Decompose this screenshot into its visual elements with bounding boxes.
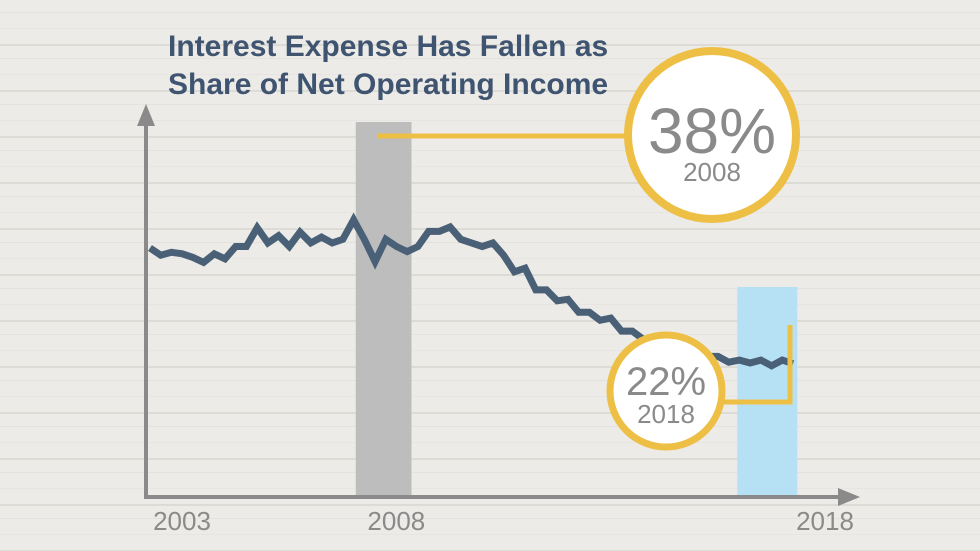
callout-connectors (377, 133, 793, 405)
highlight-bands (355, 122, 798, 496)
axes (137, 104, 860, 506)
highlight-band-1 (355, 122, 412, 496)
chart-title-line-1: Interest Expense Has Fallen as (168, 30, 608, 63)
x-tick-labels: 2003 2008 2018 (153, 506, 854, 536)
x-tick-label-2008: 2008 (367, 506, 425, 536)
callout-connector-2018 (716, 325, 793, 405)
callout-value-2018: 22% (626, 360, 706, 404)
highlight-band-2 (737, 287, 798, 496)
chart-title-line-2: Share of Net Operating Income (168, 68, 608, 101)
callouts: 38%2008 22%2018 (606, 47, 800, 451)
callout-circle-2008 (624, 47, 800, 223)
x-tick-label-2003: 2003 (153, 506, 211, 536)
x-axis-arrow (838, 488, 860, 506)
callout-year-2008: 2008 (683, 157, 741, 187)
callout-value-2008: 38% (648, 95, 776, 167)
y-axis-arrow (137, 104, 155, 126)
callout-year-2018: 2018 (637, 399, 695, 429)
callout-circle-2018 (606, 331, 726, 451)
x-tick-label-2018: 2018 (796, 506, 854, 536)
